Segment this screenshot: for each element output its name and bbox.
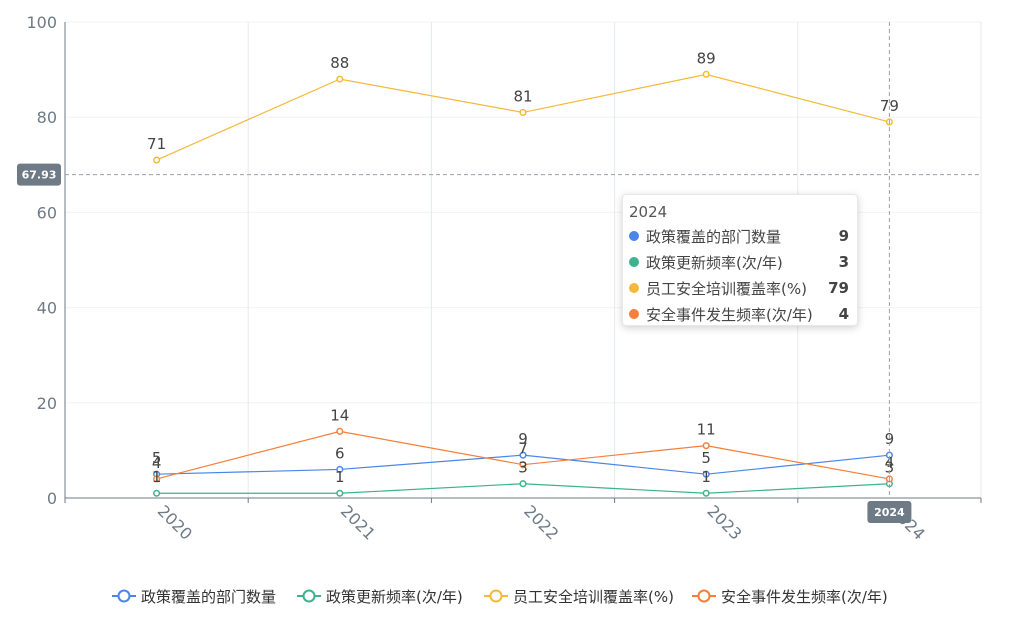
- tooltip-row-name: 政策更新频率(次/年): [646, 253, 783, 272]
- legend-label: 政策覆盖的部门数量: [141, 588, 276, 606]
- x-tick-label: 2021: [337, 501, 379, 543]
- legend-marker: [302, 589, 316, 603]
- data-point: [153, 156, 161, 164]
- data-label: 81: [513, 87, 532, 105]
- data-label: 1: [152, 468, 162, 486]
- data-label: 6: [335, 444, 345, 462]
- tooltip-row-name: 政策覆盖的部门数量: [646, 227, 782, 246]
- crosshair-x-badge: [867, 501, 912, 523]
- tooltip-dot: [629, 283, 639, 293]
- data-label: 11: [697, 421, 716, 439]
- tooltip-row: 安全事件发生频率(次/年) 4: [629, 301, 849, 327]
- data-point: [519, 108, 527, 116]
- y-tick-label: 40: [37, 299, 57, 318]
- data-label: 4: [152, 454, 162, 472]
- data-point: [519, 461, 527, 469]
- crosshair-y-badge: [17, 163, 61, 186]
- tooltip-row: 政策覆盖的部门数量 9: [629, 223, 849, 249]
- y-tick-label: 60: [37, 203, 57, 222]
- data-label: 1: [335, 468, 345, 486]
- tooltip-row-name: 员工安全培训覆盖率(%): [646, 279, 807, 298]
- data-point: [519, 451, 527, 459]
- tooltip-row-value: 4: [838, 305, 849, 323]
- data-point: [336, 465, 344, 473]
- data-point: [702, 470, 710, 478]
- data-label: 1: [701, 468, 711, 486]
- crosshair-y-label: 67.93: [22, 169, 57, 182]
- tooltip-dot: [629, 309, 639, 319]
- data-label: 9: [518, 430, 528, 448]
- x-tick-label: 2020: [154, 501, 196, 543]
- data-point: [153, 475, 161, 483]
- legend-label: 政策更新频率(次/年): [326, 588, 463, 606]
- legend-label: 安全事件发生频率(次/年): [721, 588, 888, 606]
- x-tick-label: 2022: [520, 501, 562, 543]
- x-tick-label: 2023: [703, 501, 745, 543]
- data-point: [519, 480, 527, 488]
- data-label: 3: [885, 459, 895, 477]
- data-label: 71: [147, 135, 166, 153]
- y-tick-label: 0: [47, 489, 57, 508]
- tooltip-row-name: 安全事件发生频率(次/年): [646, 305, 813, 324]
- data-point: [153, 489, 161, 497]
- data-label: 79: [880, 97, 899, 115]
- tooltip-dot: [629, 231, 639, 241]
- tooltip: 2024 政策覆盖的部门数量 9 政策更新频率(次/年) 3 员工安全培训覆盖率…: [622, 194, 858, 326]
- data-label: 5: [701, 449, 711, 467]
- data-point: [336, 75, 344, 83]
- data-label: 89: [697, 49, 716, 67]
- data-label: 9: [885, 430, 895, 448]
- data-label: 14: [330, 406, 349, 424]
- legend-marker: [489, 589, 503, 603]
- data-label: 7: [518, 440, 528, 458]
- data-point: [702, 70, 710, 78]
- legend-marker: [117, 589, 131, 603]
- data-point: [702, 489, 710, 497]
- legend-label: 员工安全培训覆盖率(%): [513, 588, 674, 606]
- tooltip-row: 政策更新频率(次/年) 3: [629, 249, 849, 275]
- y-tick-label: 20: [37, 394, 57, 413]
- data-label: 3: [518, 459, 528, 477]
- data-label: 88: [330, 54, 349, 72]
- data-label: 4: [885, 454, 895, 472]
- legend-marker: [697, 589, 711, 603]
- data-label: 5: [152, 449, 162, 467]
- data-point: [336, 427, 344, 435]
- tooltip-row-value: 79: [828, 279, 849, 297]
- y-tick-label: 100: [26, 13, 57, 32]
- y-tick-label: 80: [37, 108, 57, 127]
- tooltip-row-value: 3: [838, 253, 849, 271]
- data-point: [336, 489, 344, 497]
- tooltip-row: 员工安全培训覆盖率(%) 79: [629, 275, 849, 301]
- data-point: [702, 442, 710, 450]
- tooltip-dot: [629, 257, 639, 267]
- tooltip-title: 2024: [629, 203, 668, 221]
- crosshair-x-label: 2024: [874, 506, 905, 519]
- tooltip-row-value: 9: [838, 227, 849, 245]
